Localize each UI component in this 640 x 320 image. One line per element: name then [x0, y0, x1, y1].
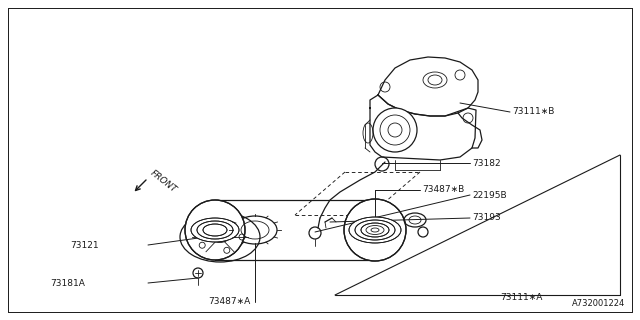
- Text: 73181A: 73181A: [50, 278, 85, 287]
- Ellipse shape: [203, 224, 227, 236]
- Ellipse shape: [197, 221, 233, 239]
- Text: A732001224: A732001224: [572, 299, 625, 308]
- Text: 73111∗B: 73111∗B: [512, 108, 554, 116]
- Ellipse shape: [185, 200, 245, 260]
- Text: 73487∗B: 73487∗B: [422, 186, 464, 195]
- Ellipse shape: [361, 223, 389, 237]
- Ellipse shape: [344, 199, 406, 261]
- Text: 73182: 73182: [472, 158, 500, 167]
- Text: FRONT: FRONT: [148, 169, 179, 195]
- Text: 22195B: 22195B: [472, 190, 507, 199]
- Text: 73193: 73193: [472, 213, 500, 222]
- Text: 73487∗A: 73487∗A: [208, 298, 250, 307]
- Ellipse shape: [191, 218, 239, 242]
- Text: 73121: 73121: [70, 241, 99, 250]
- Ellipse shape: [355, 220, 395, 240]
- Circle shape: [373, 108, 417, 152]
- Ellipse shape: [349, 217, 401, 243]
- Text: 73111∗A: 73111∗A: [500, 293, 542, 302]
